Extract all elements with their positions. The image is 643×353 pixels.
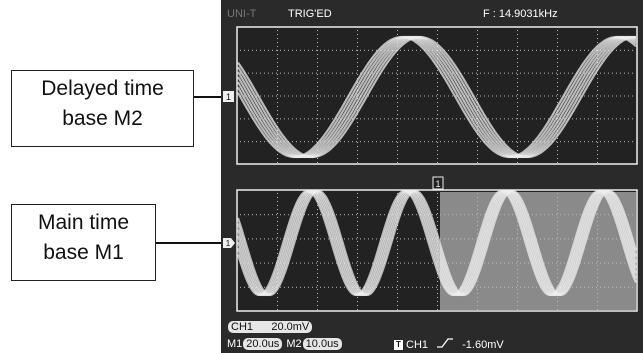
delayed-timebase-window	[236, 26, 638, 165]
callout-delayed-timebase: Delayed time base M2	[11, 70, 194, 147]
m2-timebase: 10.0us	[302, 338, 342, 350]
trigger-source: CH1	[406, 339, 429, 351]
main-timebase-window	[236, 189, 638, 312]
volts-per-div: 20.0mV	[271, 321, 310, 333]
trigger-icon: T	[394, 340, 403, 351]
timebase-readout: M1 20.0us M2 10.0us	[227, 338, 343, 351]
svg-text:1: 1	[435, 179, 440, 189]
callout-delayed-line2: base M2	[62, 107, 143, 130]
callout-main-line1: Main time	[37, 211, 130, 234]
trigger-status: TRIG'ED	[288, 8, 332, 20]
trigger-level: -1.60mV	[462, 339, 504, 351]
svg-text:1: 1	[226, 239, 231, 248]
zoom-position-marker-icon: 1	[432, 176, 444, 190]
channel-readout: CH1 20.0mV	[227, 321, 313, 334]
brand-label: UNI-T	[227, 8, 257, 20]
marker-m2-icon: 1	[223, 91, 234, 102]
oscilloscope-screen: UNI-T TRIG'ED F : 14.9031kHz 1 1 1	[221, 0, 643, 353]
callout-main-line2: base M1	[43, 241, 124, 264]
callout-main-timebase: Main time base M1	[11, 204, 156, 281]
frequency-readout: F : 14.9031kHz	[483, 8, 558, 20]
m1-timebase: 20.0us	[243, 338, 283, 350]
m2-label: M2	[286, 338, 302, 350]
waveform-display: 1 1 1	[223, 26, 638, 312]
waveform-delayed	[237, 35, 637, 159]
waveform-main	[236, 189, 638, 297]
channel-label: CH1	[231, 321, 254, 333]
m1-label: M1	[227, 338, 243, 350]
rising-edge-icon	[437, 338, 454, 348]
svg-text:1: 1	[226, 92, 231, 102]
trigger-readout: T CH1 -1.60mV	[394, 338, 504, 352]
callout-delayed-line1: Delayed time	[41, 77, 164, 100]
channel-scale-pill: CH1 20.0mV	[228, 321, 313, 333]
marker-m1-icon: 1	[223, 238, 235, 248]
